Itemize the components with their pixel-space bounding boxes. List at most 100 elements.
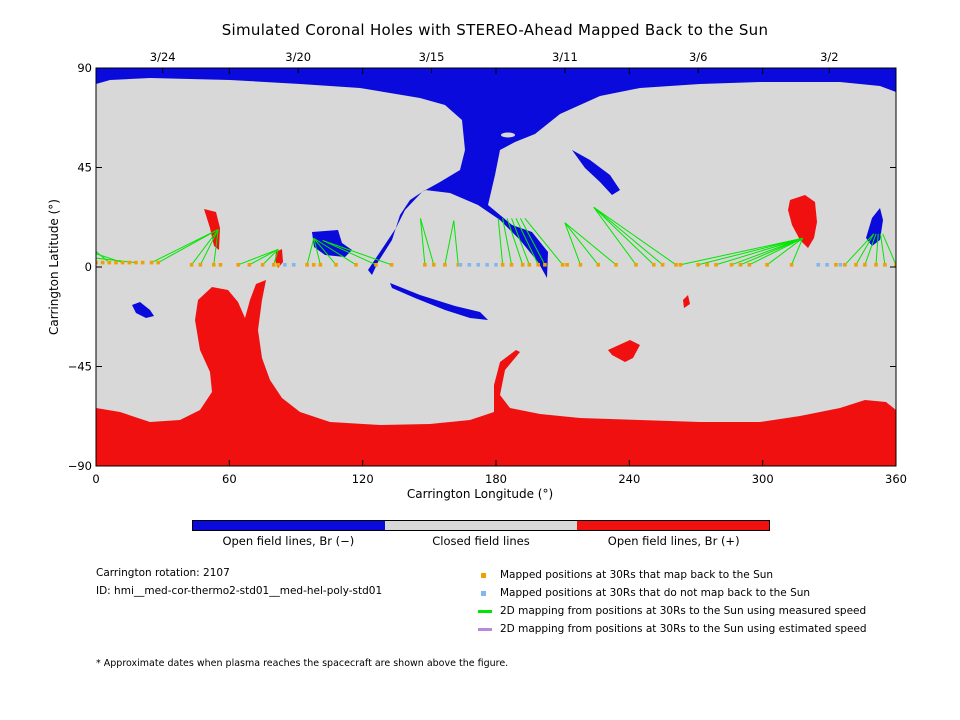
measured-mapping-line: [593, 206, 655, 266]
north-negative-open-region: [96, 68, 896, 278]
mapped-position-point: [705, 262, 709, 267]
mapped-position-point: [565, 262, 569, 267]
legend-item-unmapped: Mapped positions at 30Rs that do not map…: [478, 584, 867, 602]
mapped-position-points: [96, 260, 896, 267]
red-patch-245: [608, 340, 640, 362]
blue-streak-south: [390, 283, 488, 320]
mapped-position-point: [389, 262, 394, 267]
mapped-position-point: [96, 260, 98, 265]
measured-mapping-line: [419, 218, 426, 265]
measured-mapping-line: [882, 233, 896, 265]
mapped-position-point: [311, 262, 316, 267]
mapped-position-point: [863, 262, 867, 267]
field-map: [96, 68, 896, 466]
measured-mapping-line: [96, 251, 110, 263]
blue-filament: [572, 150, 620, 195]
colorbar: [192, 520, 770, 531]
mapped-position-point: [247, 262, 252, 267]
measured-mapping-line: [151, 228, 219, 264]
y-tick-label: 0: [85, 260, 92, 274]
date-label: 3/20: [285, 50, 311, 64]
chart-title: Simulated Coronal Holes with STEREO-Ahea…: [221, 21, 769, 39]
closed-island: [501, 132, 515, 138]
mapped-position-point: [236, 262, 241, 267]
measured-mapping-line: [731, 237, 803, 266]
mapped-position-point: [189, 262, 194, 267]
unmapped-position-point: [838, 262, 843, 267]
mapped-position-point: [660, 262, 665, 267]
colorbar-open-negative: [193, 521, 385, 530]
mapped-position-point: [218, 262, 223, 267]
y-tick-label: −45: [68, 360, 92, 374]
mapped-position-point: [854, 262, 858, 267]
legend-label-measured: 2D mapping from positions at 30Rs to the…: [500, 605, 867, 617]
measured-mapping-line: [680, 237, 803, 266]
mapped-position-point: [883, 262, 887, 267]
measured-mapping-line: [749, 237, 803, 266]
mapped-position-point: [134, 260, 138, 265]
estimated-line-swatch: [478, 627, 492, 631]
colorbar-open-positive: [577, 521, 769, 530]
date-label: 3/11: [552, 50, 578, 64]
measured-mapping-line: [191, 229, 219, 266]
mapped-position-point: [509, 262, 514, 267]
mapped-position-point: [714, 262, 718, 267]
legend-item-mapped: Mapped positions at 30Rs that map back t…: [478, 566, 867, 584]
mapped-position-point: [100, 260, 105, 265]
mapped-position-point: [260, 262, 265, 267]
x-tick-label: 300: [752, 472, 774, 486]
red-speck-265: [683, 295, 690, 308]
unmapped-position-point: [494, 262, 498, 267]
measured-mapping-line: [564, 222, 581, 265]
unmapped-position-point: [485, 262, 489, 267]
x-tick-label: 240: [618, 472, 640, 486]
mapped-position-point: [305, 262, 309, 267]
measured-mapping-line: [740, 237, 803, 266]
mapped-position-point: [276, 262, 281, 267]
mapped-position-point: [874, 262, 878, 267]
mapped-position-point: [578, 262, 583, 267]
mapped-position-point: [500, 262, 505, 267]
mapped-position-point: [678, 262, 683, 267]
mapped-position-point: [520, 262, 525, 267]
legend-item-estimated: 2D mapping from positions at 30Rs to the…: [478, 620, 867, 638]
measured-mapping-line: [879, 233, 886, 265]
measured-mapping-line: [238, 248, 279, 266]
x-tick-label: 0: [92, 472, 99, 486]
measured-mapping-line: [593, 206, 677, 266]
carrington-rotation: Carrington rotation: 2107: [96, 567, 230, 579]
measured-mapping-line: [511, 218, 530, 265]
colorbar-closed: [385, 521, 577, 530]
legend-item-measured: 2D mapping from positions at 30Rs to the…: [478, 602, 867, 620]
mapped-position-point: [334, 262, 338, 267]
mapped-position-point: [456, 262, 461, 267]
unmapped-position-point: [816, 262, 821, 267]
y-tick-label: −90: [68, 459, 92, 473]
measured-mapping-line: [564, 222, 617, 266]
south-positive-open-region: [96, 280, 896, 466]
mapped-position-point: [127, 260, 132, 265]
mapped-position-point: [536, 262, 541, 267]
unmapped-position-point: [476, 262, 481, 267]
blue-hole-352: [866, 208, 883, 246]
mapped-position-point: [696, 262, 701, 267]
unmapped-position-point: [283, 262, 287, 267]
measured-mapping-line: [313, 238, 321, 265]
measured-mapping-line: [593, 206, 663, 266]
mapped-position-point: [318, 262, 323, 267]
measured-mapping-line: [313, 237, 357, 266]
measured-mapping-line: [306, 238, 315, 265]
mapped-position-point: [674, 262, 678, 267]
measured-mapping-line: [199, 229, 219, 266]
x-tick-label: 360: [885, 472, 907, 486]
mapped-position-point: [651, 262, 656, 267]
y-axis-label: Carrington Latitude (°): [47, 199, 61, 335]
mapped-position-point: [149, 260, 154, 265]
unmapped-position-point: [458, 262, 463, 267]
measured-mapping-line: [213, 229, 219, 265]
y-tick-label: 90: [77, 61, 92, 75]
mapped-position-point: [423, 262, 427, 267]
x-tick-label: 60: [222, 472, 237, 486]
measured-speed-lines: [96, 206, 896, 266]
mapped-position-point: [634, 262, 638, 267]
